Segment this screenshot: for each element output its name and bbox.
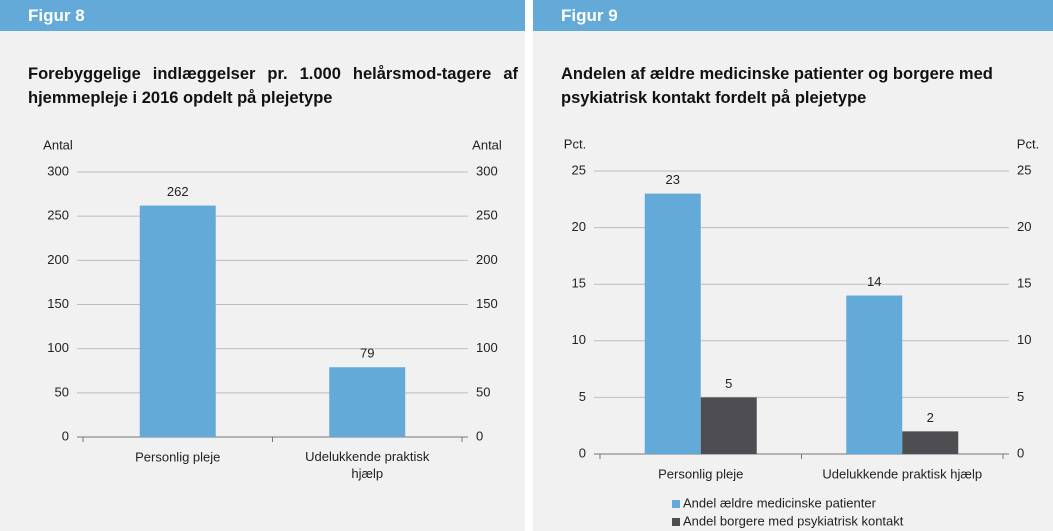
x-tick-label-line: hjælp xyxy=(351,466,383,481)
y2-tick-label: 15 xyxy=(1017,276,1031,291)
y-tick-label: 150 xyxy=(47,296,69,311)
legend-swatch xyxy=(672,500,680,508)
bar xyxy=(644,193,701,454)
data-label: 2 xyxy=(927,410,934,425)
y-tick-label: 20 xyxy=(572,219,586,234)
legend-label: Andel borgere med psykiatrisk kontakt xyxy=(683,513,904,528)
y2-tick-label: 10 xyxy=(1017,332,1031,347)
bar xyxy=(846,295,903,454)
data-label: 14 xyxy=(867,274,881,289)
chart-title: Forebyggelige indlæggelser pr. 1.000 hel… xyxy=(28,65,518,107)
bar xyxy=(139,205,216,437)
data-label: 79 xyxy=(360,346,374,361)
bar xyxy=(700,397,757,454)
bar xyxy=(329,367,406,437)
y2-tick-label: 300 xyxy=(476,163,498,178)
y-tick-label: 0 xyxy=(62,428,69,443)
data-label: 23 xyxy=(666,172,680,187)
y2-tick-label: 200 xyxy=(476,252,498,267)
data-label: 5 xyxy=(725,376,732,391)
bar xyxy=(902,431,959,454)
y2-tick-label: 150 xyxy=(476,296,498,311)
y-tick-label: 10 xyxy=(572,332,586,347)
y-tick-label: 250 xyxy=(47,208,69,223)
y2-tick-label: 25 xyxy=(1017,162,1031,177)
legend-swatch xyxy=(672,518,680,526)
y2-axis-label: Antal xyxy=(472,137,502,152)
y2-tick-label: 0 xyxy=(1017,445,1024,460)
y-tick-label: 300 xyxy=(47,163,69,178)
y-tick-label: 100 xyxy=(47,340,69,355)
y2-tick-label: 20 xyxy=(1017,219,1031,234)
x-tick-label: Personlig pleje xyxy=(135,449,220,464)
y2-tick-label: 0 xyxy=(476,428,483,443)
y2-tick-label: 50 xyxy=(476,384,490,399)
panel: Figur 8 Forebyggelige indlæggelser pr. 1… xyxy=(0,0,525,531)
panel: Figur 9 Andelen af ældre medicinske pati… xyxy=(533,0,1053,531)
chart-title: Andelen af ældre medicinske patienter og… xyxy=(561,65,993,107)
y-tick-label: 15 xyxy=(572,276,586,291)
x-tick-label-line: Udelukkende praktisk xyxy=(305,449,430,464)
x-tick-label: Udelukkende praktisk hjælp xyxy=(822,466,982,481)
y2-tick-label: 100 xyxy=(476,340,498,355)
y2-axis-label: Pct. xyxy=(1017,136,1039,151)
legend-label: Andel ældre medicinske patienter xyxy=(683,495,877,510)
figure-header: Figur 9 xyxy=(533,0,1053,31)
y-tick-label: 50 xyxy=(55,384,69,399)
data-label: 262 xyxy=(167,184,189,199)
y-tick-label: 0 xyxy=(579,445,586,460)
x-tick-label: Personlig pleje xyxy=(658,466,743,481)
y-tick-label: 200 xyxy=(47,252,69,267)
y2-tick-label: 5 xyxy=(1017,389,1024,404)
figure-header: Figur 8 xyxy=(0,0,525,31)
x-tick-label: Udelukkende praktisk hjælp xyxy=(305,449,430,481)
y-tick-label: 5 xyxy=(579,389,586,404)
y-axis-label: Antal xyxy=(43,137,73,152)
y2-tick-label: 250 xyxy=(476,208,498,223)
y-axis-label: Pct. xyxy=(564,136,586,151)
y-tick-label: 25 xyxy=(572,162,586,177)
